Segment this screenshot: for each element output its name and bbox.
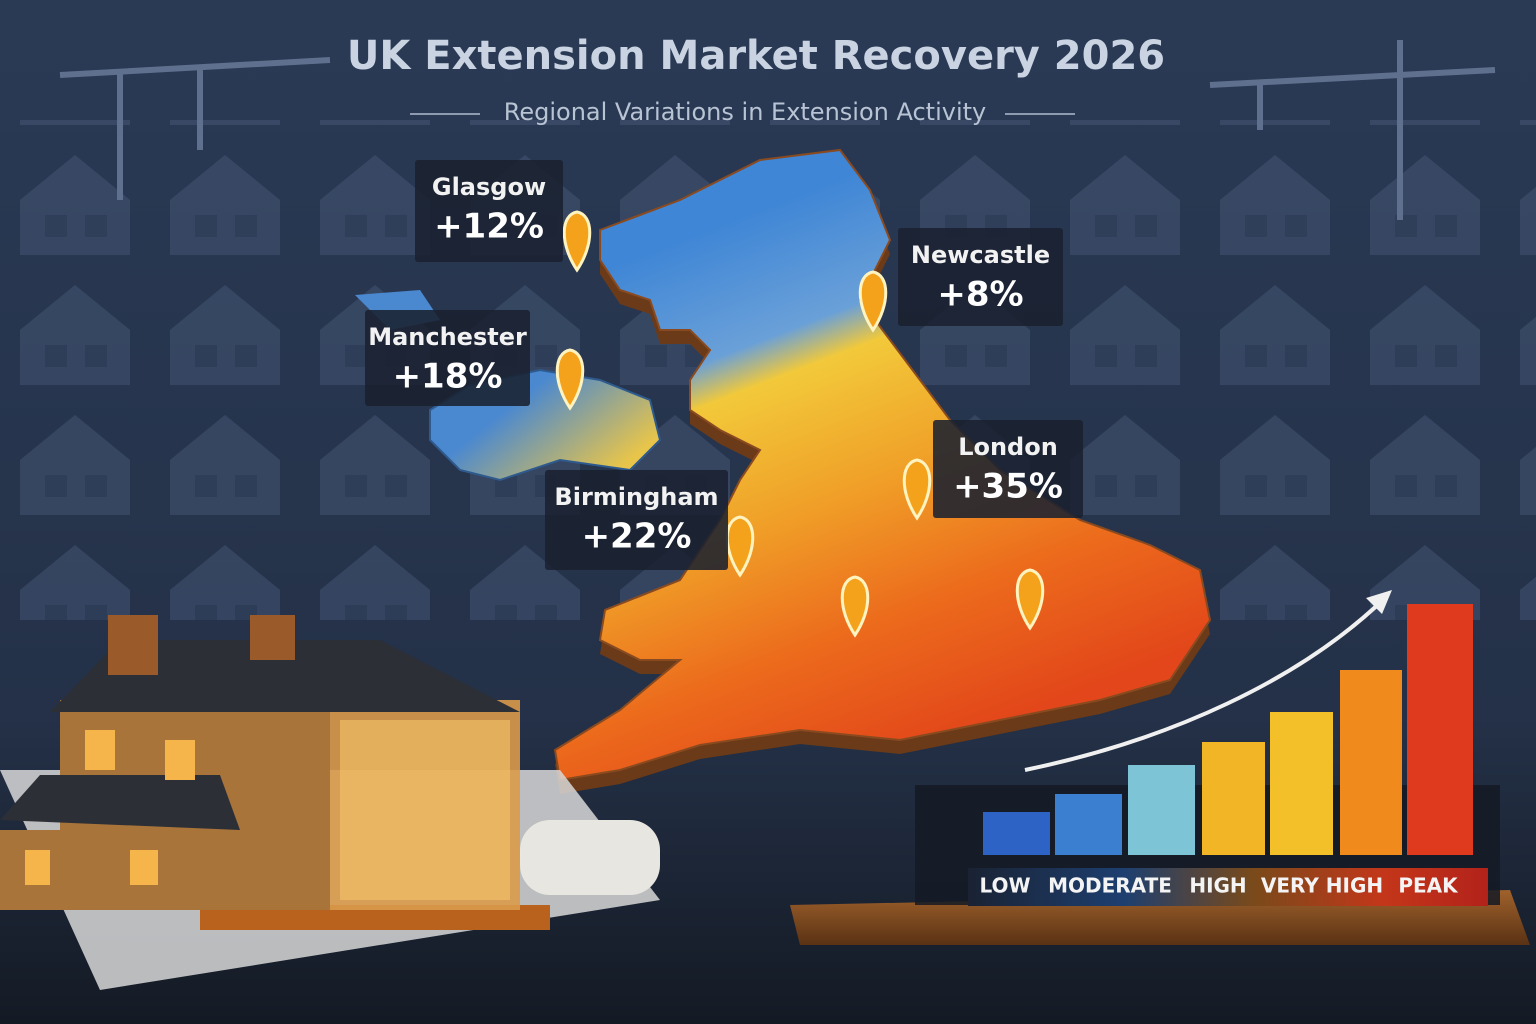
title: UK Extension Market Recovery 2026 [347,33,1165,79]
callout-box [415,160,563,262]
callouts: Glasgow +12% Manchester +18% Newcastle +8% Lon… [365,160,1083,570]
legend-level: LOW [979,874,1030,898]
city-change: +22% [582,517,692,557]
city-change: +35% [953,467,1063,507]
city-name: London [958,433,1058,461]
legend-level: HIGH [1189,874,1246,898]
legend: LOW MODERATE HIGH VERY HIGH PEAK [979,874,1459,898]
legend-level: PEAK [1398,874,1459,898]
cranes [59,40,1496,220]
callout-box [365,310,530,406]
bar-chart [790,590,1530,945]
city-name: Newcastle [911,241,1050,269]
city-change: +8% [937,275,1023,315]
callout-box [933,420,1083,518]
callout-box [898,228,1063,326]
legend-level: VERY HIGH [1261,874,1383,898]
legend-level: MODERATE [1048,874,1172,898]
callout-box [545,470,728,570]
city-change: +12% [434,207,544,247]
city-name: Glasgow [432,173,546,201]
city-name: Birmingham [554,483,718,511]
city-name: Manchester [368,323,527,351]
subtitle: Regional Variations in Extension Activit… [504,98,986,126]
pins [555,210,1045,638]
city-change: +18% [393,357,503,397]
house-illustration [0,615,660,990]
